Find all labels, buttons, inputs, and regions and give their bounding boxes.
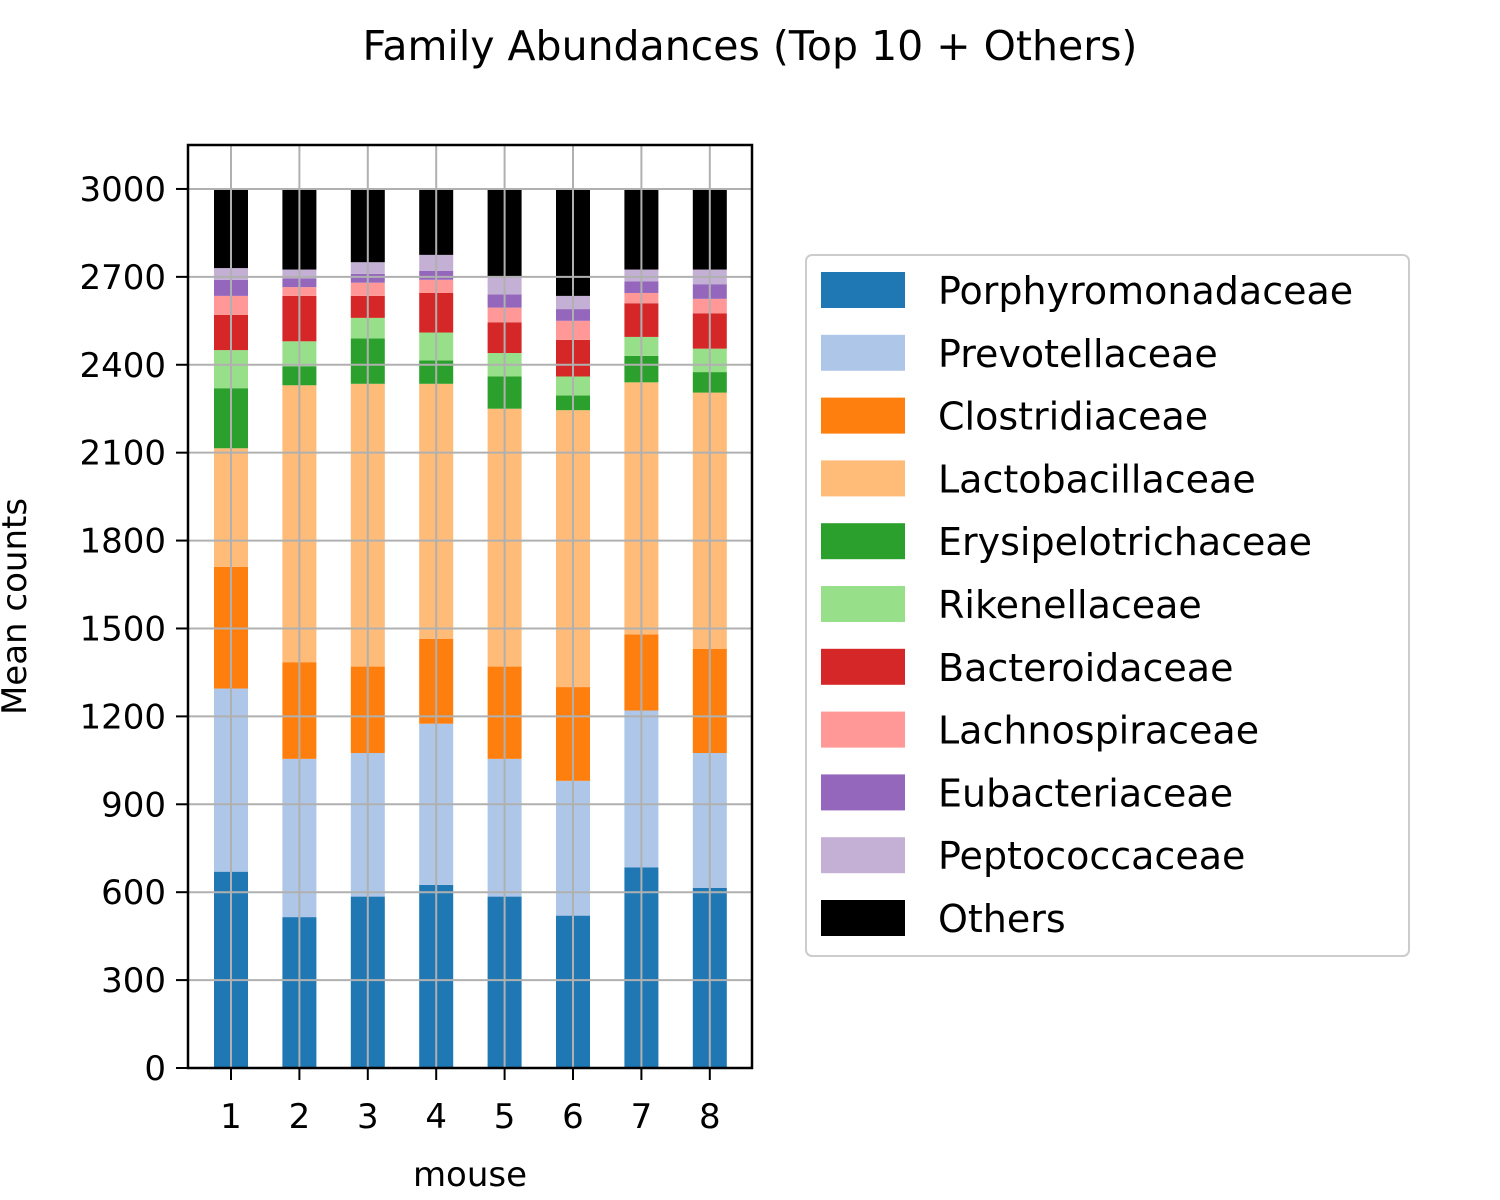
legend-label: Others [938, 897, 1066, 941]
legend-swatch [821, 900, 905, 936]
grid-overlay [188, 145, 752, 1069]
legend-entry: Bacteroidaceae [821, 646, 1233, 690]
y-axis-ticks: 0 300 600 900 1200 1500 1800 2100 2400 2700 3000 [79, 170, 188, 1089]
legend-swatch [821, 711, 905, 748]
legend-label: Bacteroidaceae [938, 646, 1233, 690]
legend-swatch [821, 523, 905, 560]
chart-title: Family Abundances (Top 10 + Others) [363, 22, 1138, 70]
y-axis-label: Mean counts [0, 498, 35, 715]
legend-entry: Porphyromonadaceae [821, 269, 1353, 313]
x-tick-label: 1 [220, 1097, 242, 1137]
legend-swatch [821, 837, 905, 874]
x-tick-label: 5 [494, 1097, 516, 1137]
legend-label: Rikenellaceae [938, 583, 1202, 627]
legend-label: Clostridiaceae [938, 395, 1208, 439]
x-axis-ticks: 1 2 3 4 5 6 7 8 [220, 1068, 721, 1137]
x-tick-label: 4 [425, 1097, 447, 1137]
x-tick-label: 8 [699, 1097, 721, 1137]
legend-swatch [821, 460, 905, 497]
y-tick-label: 1200 [79, 697, 166, 737]
y-tick-label: 600 [101, 873, 166, 913]
y-tick-label: 1500 [79, 609, 166, 649]
legend-entry: Others [821, 897, 1066, 941]
y-tick-label: 0 [144, 1049, 166, 1089]
legend-swatch [821, 648, 905, 685]
legend-swatch [821, 272, 905, 308]
legend: Porphyromonadaceae Prevotellaceae Clostrid… [805, 254, 1410, 957]
y-tick-label: 2100 [79, 434, 166, 474]
legend-entry: Rikenellaceae [821, 583, 1202, 627]
legend-entry: Eubacteriaceae [821, 771, 1233, 815]
legend-label: Lactobacillaceae [938, 457, 1256, 501]
legend-swatch [821, 586, 905, 622]
legend-entry: Erysipelotrichaceae [821, 520, 1312, 564]
y-tick-label: 300 [101, 961, 166, 1001]
legend-label: Eubacteriaceae [938, 771, 1233, 815]
legend-label: Lachnospiraceae [938, 709, 1259, 753]
legend-entry: Lactobacillaceae [821, 457, 1256, 501]
legend-entry: Prevotellaceae [821, 332, 1218, 376]
legend-swatch [821, 774, 905, 811]
y-tick-label: 1800 [79, 522, 166, 562]
legend-label: Porphyromonadaceae [938, 269, 1353, 313]
y-tick-label: 2700 [79, 258, 166, 298]
y-tick-label: 2400 [79, 346, 166, 386]
legend-swatch [821, 334, 905, 371]
legend-label: Peptococcaceae [938, 834, 1245, 878]
plot-frame [186, 143, 754, 1070]
x-tick-label: 3 [357, 1097, 379, 1137]
legend-label: Erysipelotrichaceae [938, 520, 1312, 564]
x-tick-label: 7 [631, 1097, 653, 1137]
legend-entry: Clostridiaceae [821, 395, 1208, 439]
x-tick-label: 2 [289, 1097, 311, 1137]
legend-entry: Peptococcaceae [821, 834, 1245, 878]
y-tick-label: 900 [101, 785, 166, 825]
legend-label: Prevotellaceae [938, 332, 1218, 376]
legend-box [805, 254, 1410, 957]
x-tick-label: 6 [562, 1097, 584, 1137]
y-tick-label: 3000 [79, 170, 166, 210]
x-axis-label: mouse [413, 1155, 527, 1195]
legend-swatch [821, 397, 905, 434]
legend-entry: Lachnospiraceae [821, 709, 1259, 753]
